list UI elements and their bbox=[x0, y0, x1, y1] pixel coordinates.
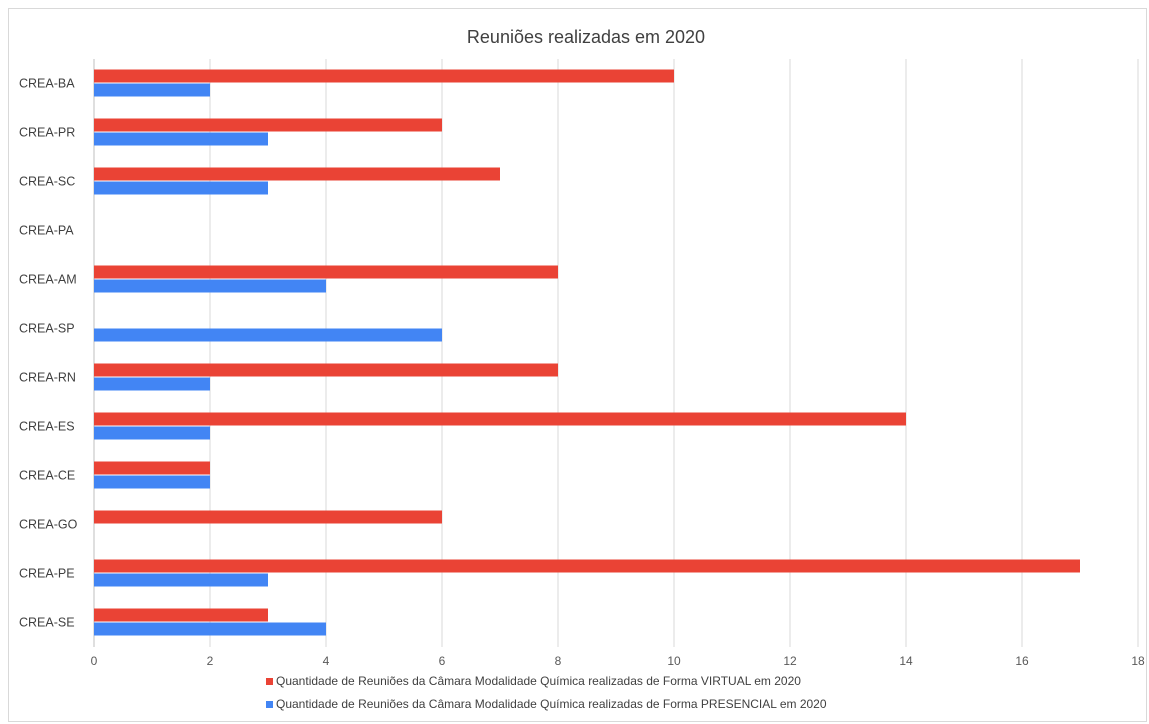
x-tick-label: 18 bbox=[1131, 654, 1145, 668]
bar-virtual bbox=[94, 608, 268, 622]
bar-presencial bbox=[94, 622, 326, 636]
category-label: CREA-CE bbox=[19, 469, 75, 483]
category-label: CREA-ES bbox=[19, 420, 75, 434]
x-tick-label: 4 bbox=[323, 654, 330, 668]
x-axis-ticks: 0 2 4 6 8 10 12 14 16 18 bbox=[91, 654, 1145, 668]
x-tick-label: 10 bbox=[667, 654, 681, 668]
bar-virtual bbox=[94, 265, 558, 279]
bar-presencial bbox=[94, 83, 210, 97]
category-label: CREA-SP bbox=[19, 322, 75, 336]
chart-frame: Reuniões realizadas em 2020 CREA-BA CREA-… bbox=[8, 8, 1147, 722]
x-tick-label: 14 bbox=[899, 654, 913, 668]
legend: Quantidade de Reuniões da Câmara Modalid… bbox=[266, 674, 827, 711]
bar-presencial bbox=[94, 573, 268, 587]
chart-title: Reuniões realizadas em 2020 bbox=[467, 27, 705, 47]
bar-virtual bbox=[94, 412, 906, 426]
category-labels: CREA-BA CREA-PR CREA-SC CREA-PA CREA-AM CREA-… bbox=[19, 77, 78, 630]
category-label: CREA-GO bbox=[19, 518, 78, 532]
bars bbox=[94, 69, 1080, 636]
bar-presencial bbox=[94, 279, 326, 293]
bar-virtual bbox=[94, 69, 674, 83]
category-label: CREA-BA bbox=[19, 77, 75, 91]
bar-virtual bbox=[94, 510, 442, 524]
bar-presencial bbox=[94, 475, 210, 489]
bar-virtual bbox=[94, 118, 442, 132]
x-tick-label: 8 bbox=[555, 654, 562, 668]
bar-chart: Reuniões realizadas em 2020 CREA-BACREA-… bbox=[19, 27, 1145, 711]
x-tick-label: 0 bbox=[91, 654, 98, 668]
legend-label: Quantidade de Reuniões da Câmara Modalid… bbox=[276, 674, 801, 688]
bar-presencial bbox=[94, 426, 210, 440]
legend-swatch bbox=[266, 701, 273, 708]
category-label: CREA-PE bbox=[19, 567, 75, 581]
bar-presencial bbox=[94, 328, 442, 342]
bar-virtual bbox=[94, 167, 500, 181]
bar-presencial bbox=[94, 377, 210, 391]
category-label: CREA-SC bbox=[19, 175, 75, 189]
category-label: CREA-AM bbox=[19, 273, 77, 287]
gridlines bbox=[93, 59, 1139, 647]
x-tick-label: 12 bbox=[783, 654, 797, 668]
category-label: CREA-SE bbox=[19, 616, 75, 630]
x-tick-label: 6 bbox=[439, 654, 446, 668]
x-tick-label: 16 bbox=[1015, 654, 1029, 668]
legend-swatch bbox=[266, 678, 273, 685]
bar-presencial bbox=[94, 132, 268, 146]
bar-virtual bbox=[94, 559, 1080, 573]
category-label: CREA-PR bbox=[19, 126, 75, 140]
legend-label: Quantidade de Reuniões da Câmara Modalid… bbox=[276, 697, 827, 711]
category-label: CREA-RN bbox=[19, 371, 76, 385]
bar-virtual bbox=[94, 363, 558, 377]
bar-presencial bbox=[94, 181, 268, 195]
category-label: CREA-PA bbox=[19, 224, 74, 238]
bar-virtual bbox=[94, 461, 210, 475]
x-tick-label: 2 bbox=[207, 654, 214, 668]
